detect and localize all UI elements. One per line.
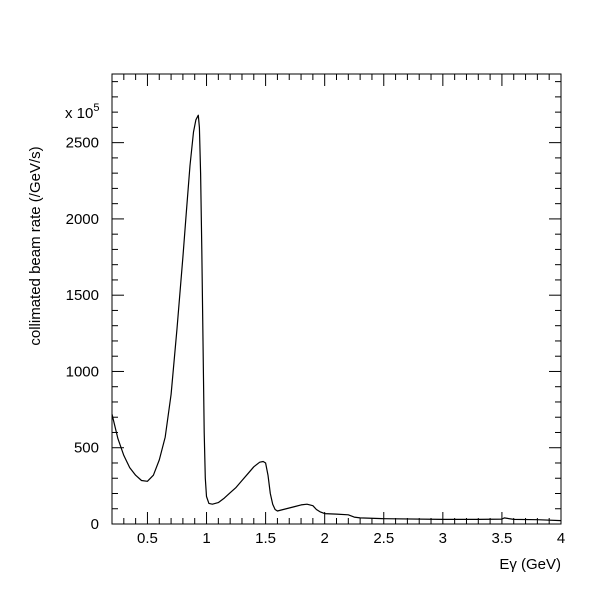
x-tick-label: 1.5 bbox=[255, 530, 276, 547]
y-axis-ticks: 0 500 1000 1500 2000 2500 bbox=[66, 81, 561, 533]
y-multiplier-base: x 10 bbox=[65, 105, 93, 122]
y-tick-label: 1500 bbox=[66, 287, 99, 304]
x-axis-ticks: 0.5 1 1.5 2 2.5 3 3.5 4 bbox=[111, 74, 565, 547]
x-tick-label: 4 bbox=[557, 530, 565, 547]
y-axis-multiplier: x 105 bbox=[65, 102, 99, 122]
y-tick-label: 2500 bbox=[66, 135, 99, 152]
x-tick-label: 3.5 bbox=[491, 530, 512, 547]
y-multiplier-exponent: 5 bbox=[93, 102, 99, 114]
x-tick-label: 2 bbox=[321, 530, 329, 547]
x-tick-label: 2.5 bbox=[373, 530, 394, 547]
x-axis-label: Eγ (GeV) bbox=[499, 556, 561, 573]
series-group bbox=[111, 114, 562, 522]
y-tick-label: 1000 bbox=[66, 363, 99, 380]
x-tick-label: 0.5 bbox=[137, 530, 158, 547]
y-tick-label: 2000 bbox=[66, 211, 99, 228]
y-tick-label: 500 bbox=[74, 440, 99, 457]
y-axis-label: collimated beam rate (/GeV/s) bbox=[27, 146, 44, 345]
x-tick-label: 3 bbox=[439, 530, 447, 547]
series-line-0 bbox=[111, 114, 562, 522]
x-tick-label: 1 bbox=[202, 530, 210, 547]
y-tick-label: 0 bbox=[91, 516, 99, 533]
